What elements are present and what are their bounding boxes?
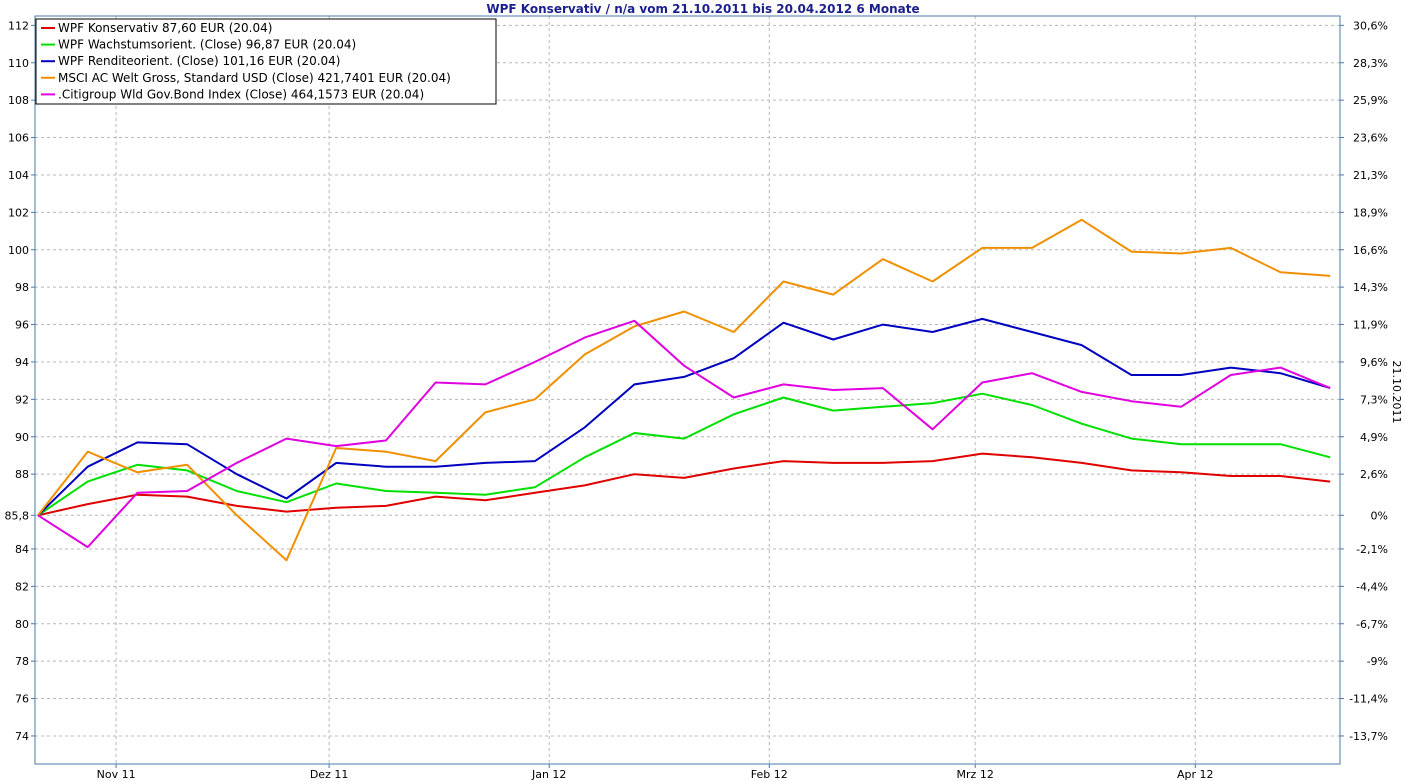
- chart-title: WPF Konservativ / n/a vom 21.10.2011 bis…: [486, 2, 919, 16]
- left-tick-label: 80: [15, 618, 29, 631]
- right-tick-label: 28,3%: [1353, 57, 1388, 70]
- right-tick-label: 25,9%: [1353, 94, 1388, 107]
- right-tick-label: -2,1%: [1356, 543, 1388, 556]
- right-tick-label: -6,7%: [1356, 618, 1388, 631]
- left-tick-label: 82: [15, 580, 29, 593]
- left-tick-label: 76: [15, 693, 29, 706]
- legend-entry: WPF Renditeorient. (Close) 101,16 EUR (2…: [58, 54, 340, 68]
- x-axis: Nov 11 Dez 11 Jan 12 Feb 12 Mrz 12 Apr 12: [97, 764, 1214, 781]
- series-line-3: [37, 317, 1331, 517]
- right-tick-label: 9,6%: [1360, 356, 1388, 369]
- legend-entry: WPF Konservativ 87,60 EUR (20.04): [58, 21, 272, 35]
- legend-entry: .Citigroup Wld Gov.Bond Index (Close) 46…: [58, 87, 424, 101]
- x-tick-label: Mrz 12: [957, 768, 994, 781]
- right-tick-label: 4,9%: [1360, 431, 1388, 444]
- left-tick-label: 100: [8, 244, 29, 257]
- right-axis-label: 21.10.2011: [1390, 361, 1403, 424]
- right-tick-label: 2,6%: [1360, 468, 1388, 481]
- right-tick-label: 23,6%: [1353, 132, 1388, 145]
- series-line-4: [37, 218, 1331, 562]
- grid: [35, 16, 1340, 764]
- left-tick-label: 90: [15, 431, 29, 444]
- left-tick-label: 74: [15, 730, 29, 743]
- right-tick-label: 11,9%: [1353, 319, 1388, 332]
- left-tick-label: 84: [15, 543, 29, 556]
- right-tick-label: 30,6%: [1353, 19, 1388, 32]
- legend: WPF Konservativ 87,60 EUR (20.04) WPF Wac…: [35, 18, 497, 105]
- right-tick-label: -11,4%: [1349, 693, 1388, 706]
- left-tick-label: 78: [15, 655, 29, 668]
- legend-entry: WPF Wachstumsorient. (Close) 96,87 EUR (…: [58, 38, 356, 52]
- x-tick-label: Jan 12: [531, 768, 566, 781]
- left-tick-label: 98: [15, 281, 29, 294]
- left-tick-label: 94: [15, 356, 29, 369]
- legend-box: [35, 18, 497, 105]
- x-tick-label: Apr 12: [1177, 768, 1214, 781]
- left-y-axis: 112 110 108 106 104 102 100 98 96 94 92 90 88 85,8 84 8…: [5, 19, 35, 743]
- right-tick-label: -13,7%: [1349, 730, 1388, 743]
- left-tick-label: 88: [15, 468, 29, 481]
- right-tick-label: 18,9%: [1353, 206, 1388, 219]
- legend-entry: MSCI AC Welt Gross, Standard USD (Close)…: [58, 71, 451, 85]
- right-tick-label: 21,3%: [1353, 169, 1388, 182]
- left-tick-label: 104: [8, 169, 29, 182]
- left-tick-label: 108: [8, 94, 29, 107]
- left-tick-label: 112: [8, 19, 29, 32]
- right-tick-label: 0%: [1371, 509, 1388, 522]
- left-tick-label: 96: [15, 319, 29, 332]
- x-tick-label: Nov 11: [97, 768, 136, 781]
- left-tick-label: 110: [8, 57, 29, 70]
- right-y-axis: 30,6% 28,3% 25,9% 23,6% 21,3% 18,9% 16,6% 14,3%…: [1340, 19, 1388, 743]
- left-tick-label: 102: [8, 206, 29, 219]
- right-tick-label: -9%: [1367, 655, 1388, 668]
- x-tick-label: Feb 12: [751, 768, 788, 781]
- series-line-1: [37, 452, 1331, 517]
- left-tick-label: 106: [8, 132, 29, 145]
- plot-area-frame: [34, 15, 1341, 765]
- right-tick-label: 7,3%: [1360, 393, 1388, 406]
- series-line-5: [37, 319, 1331, 549]
- right-tick-label: 14,3%: [1353, 281, 1388, 294]
- left-tick-label: 85,8: [5, 509, 30, 522]
- series-line-2: [37, 392, 1331, 517]
- x-tick-label: Dez 11: [310, 768, 349, 781]
- right-tick-label: -4,4%: [1356, 580, 1388, 593]
- series-lines: [37, 218, 1331, 562]
- left-tick-label: 92: [15, 393, 29, 406]
- right-tick-label: 16,6%: [1353, 244, 1388, 257]
